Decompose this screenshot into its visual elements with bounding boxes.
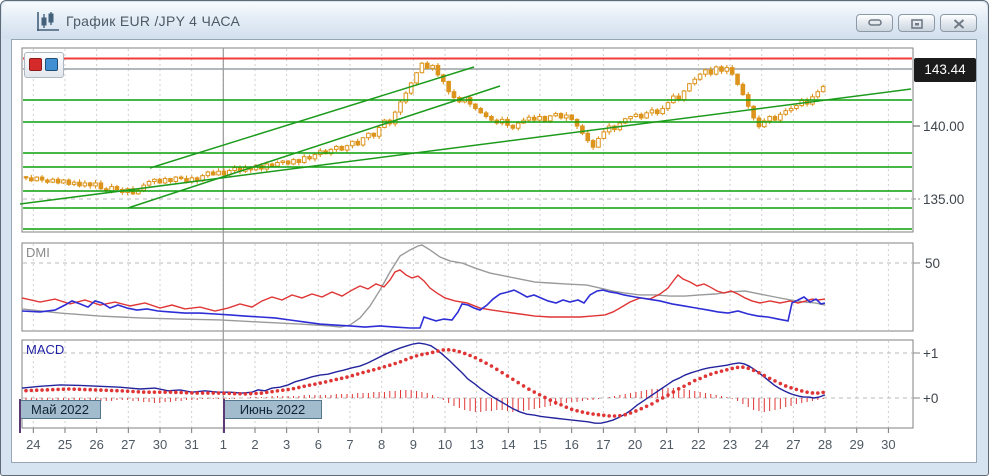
month-label-box: Май 2022 [19, 400, 101, 419]
x-axis-label: 14 [501, 437, 516, 452]
title-bar[interactable]: График EUR /JPY 4 ЧАСА [2, 2, 987, 39]
x-axis-label: 27 [786, 437, 801, 452]
window-title: График EUR /JPY 4 ЧАСА [66, 13, 241, 29]
x-axis-label: 21 [659, 437, 674, 452]
x-axis-label: 24 [754, 437, 769, 452]
x-axis-label: 16 [564, 437, 579, 452]
macd-panel-label: MACD [26, 342, 65, 357]
x-axis-label: 22 [691, 437, 706, 452]
x-axis-label: 8 [378, 437, 386, 452]
close-button[interactable] [940, 14, 977, 32]
minimize-icon [867, 19, 882, 26]
x-axis-label: 28 [817, 437, 833, 452]
x-axis-label: 25 [57, 437, 73, 452]
macd-scale-label-plus0: +0 [923, 391, 939, 406]
x-axis-label: 13 [469, 437, 484, 452]
x-axis-label: 31 [184, 437, 199, 452]
month-start-marker [223, 399, 225, 433]
x-axis-label: 2 [251, 437, 259, 452]
maximize-button[interactable] [898, 14, 935, 32]
month-label-box: Июнь 2022 [223, 400, 322, 419]
month-start-marker [19, 399, 21, 433]
minimize-button[interactable] [856, 14, 893, 32]
x-axis-label: 17 [596, 437, 611, 452]
x-axis-label: 3 [283, 437, 291, 452]
x-axis-label: 23 [722, 437, 738, 452]
chart-toolbar [24, 52, 64, 78]
blue-square-button[interactable] [45, 58, 58, 71]
x-axis-label: 20 [627, 437, 643, 452]
x-axis-label: 9 [409, 437, 417, 452]
dmi-scale-label: 50 [925, 256, 941, 271]
x-axis-label: 30 [881, 437, 896, 452]
x-axis-label: 30 [152, 437, 168, 452]
x-axis-label: 10 [437, 437, 453, 452]
macd-scale-label-plus1: +1 [923, 346, 939, 361]
red-square-button[interactable] [29, 58, 42, 71]
x-axis-label: 15 [532, 437, 548, 452]
x-axis-label: 27 [121, 437, 136, 452]
price-label-140: 140.00 [923, 119, 965, 134]
maximize-icon [910, 19, 923, 29]
price-label-135: 135.00 [923, 192, 965, 207]
x-axis-label: 26 [89, 437, 104, 452]
x-axis-label: 7 [346, 437, 354, 452]
chart-window-icon [37, 12, 59, 31]
x-axis-label: 6 [314, 437, 322, 452]
x-axis-label: 29 [849, 437, 864, 452]
dmi-panel-label: DMI [26, 245, 50, 260]
close-icon [953, 19, 964, 29]
x-axis-label: 1 [219, 437, 227, 452]
x-axis-label: 24 [26, 437, 41, 452]
current-price-badge: 143.44 [914, 58, 976, 82]
